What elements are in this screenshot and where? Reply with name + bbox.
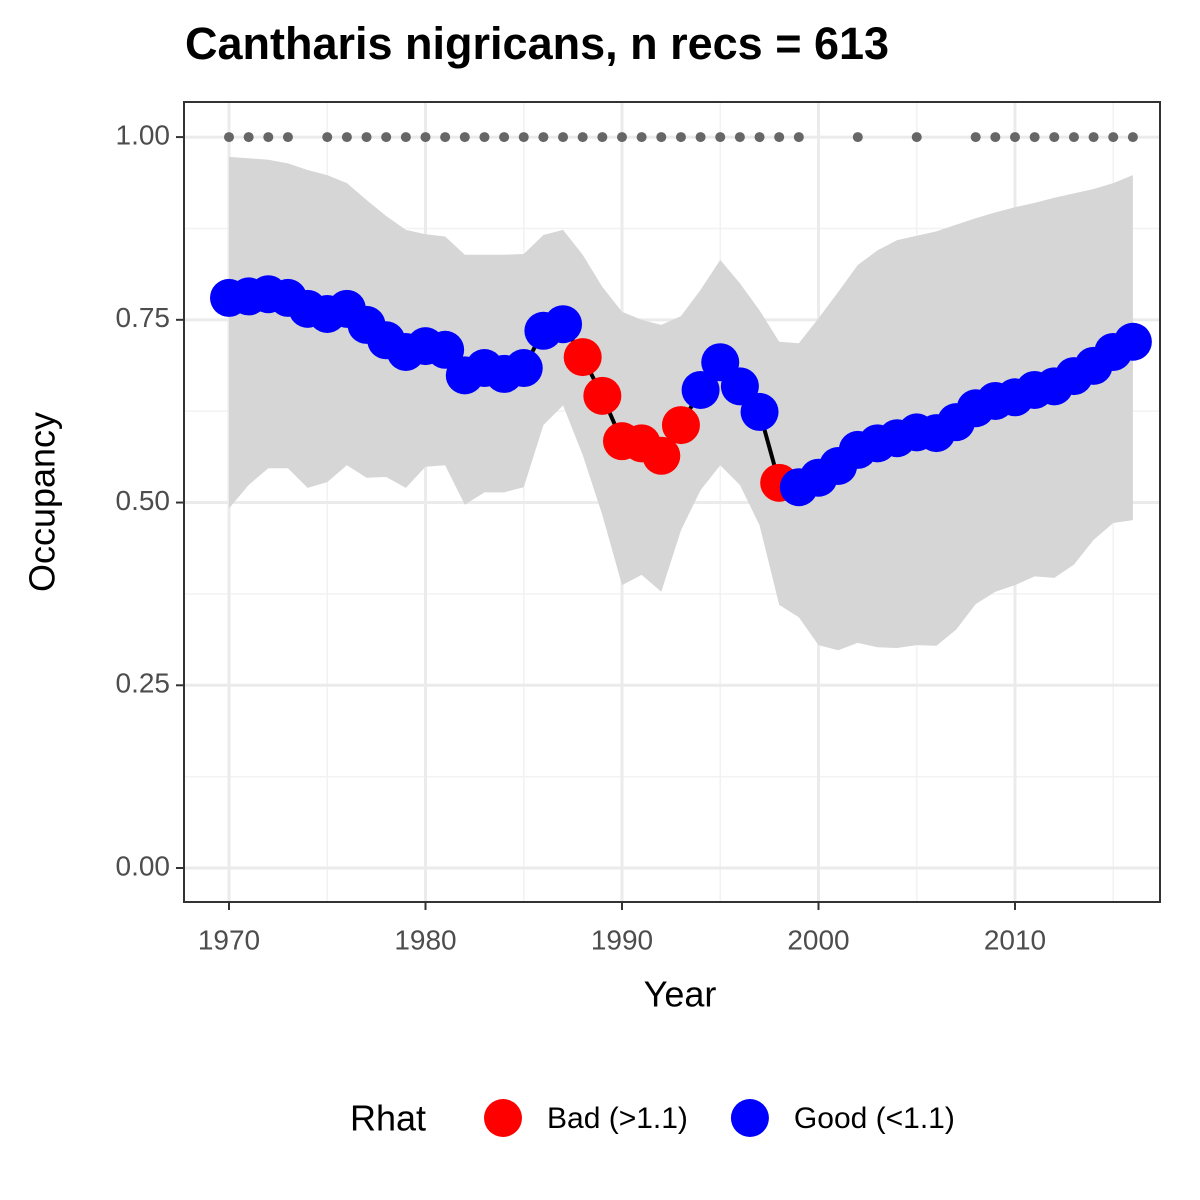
- point: [504, 349, 543, 388]
- x-tick-label: 1970: [198, 924, 260, 955]
- point: [544, 305, 583, 344]
- record-dot: [656, 132, 667, 143]
- record-dot: [616, 132, 627, 143]
- point: [720, 367, 759, 406]
- record-dot: [1009, 132, 1020, 143]
- record-dot: [282, 132, 293, 143]
- point: [563, 338, 602, 377]
- y-tick-label: 0.25: [116, 668, 171, 699]
- x-axis-label: Year: [644, 974, 717, 1015]
- record-dot: [263, 132, 274, 143]
- record-dot: [675, 132, 686, 143]
- record-dot: [420, 132, 431, 143]
- point: [740, 392, 779, 431]
- point: [1113, 322, 1152, 361]
- chart-title: Cantharis nigricans, n recs = 613: [185, 18, 889, 69]
- y-axis-label: Occupancy: [22, 412, 63, 592]
- legend-label: Bad (>1.1): [547, 1102, 688, 1135]
- x-tick-label: 1990: [591, 924, 653, 955]
- x-tick-label: 2010: [984, 924, 1046, 955]
- y-tick-label: 0.75: [116, 302, 171, 333]
- record-dot: [990, 132, 1001, 143]
- record-dot: [518, 132, 529, 143]
- point: [583, 376, 622, 415]
- y-tick-label: 1.00: [116, 119, 171, 150]
- y-tick-label: 0.50: [116, 485, 171, 516]
- record-dot: [970, 132, 981, 143]
- record-dot: [1029, 132, 1040, 143]
- record-dot: [1127, 132, 1138, 143]
- record-dot: [1108, 132, 1119, 143]
- point: [681, 370, 720, 409]
- y-tick-label: 0.00: [116, 850, 171, 881]
- legend-key: [484, 1099, 522, 1137]
- record-dot: [636, 132, 647, 143]
- record-dot: [538, 132, 549, 143]
- record-dot: [322, 132, 333, 143]
- record-dot: [243, 132, 254, 143]
- plot-border: [183, 101, 1161, 903]
- record-dot: [440, 132, 451, 143]
- record-dot: [459, 132, 470, 143]
- confidence-band: [228, 156, 1133, 651]
- record-dot: [734, 132, 745, 143]
- record-dot: [400, 132, 411, 143]
- point: [661, 406, 700, 445]
- record-dot: [597, 132, 608, 143]
- point: [642, 436, 681, 475]
- record-dot: [1068, 132, 1079, 143]
- x-tick-label: 2000: [787, 924, 849, 955]
- record-dot: [774, 132, 785, 143]
- record-dot: [341, 132, 352, 143]
- record-dot: [695, 132, 706, 143]
- record-dot: [479, 132, 490, 143]
- record-dot: [754, 132, 765, 143]
- record-dot: [577, 132, 588, 143]
- x-tick-label: 1980: [394, 924, 456, 955]
- record-dot: [852, 132, 863, 143]
- legend-label: Good (<1.1): [794, 1102, 955, 1135]
- record-dot: [381, 132, 392, 143]
- record-dot: [715, 132, 726, 143]
- legend-title: Rhat: [350, 1098, 426, 1139]
- legend-key: [730, 1099, 769, 1137]
- record-dot: [911, 132, 922, 143]
- record-dot: [793, 132, 804, 143]
- record-dot: [558, 132, 569, 143]
- record-dot: [223, 132, 234, 143]
- point: [426, 330, 465, 369]
- record-dot: [361, 132, 372, 143]
- record-dot: [499, 132, 510, 143]
- record-dot: [1049, 132, 1060, 143]
- record-dot: [1088, 132, 1099, 143]
